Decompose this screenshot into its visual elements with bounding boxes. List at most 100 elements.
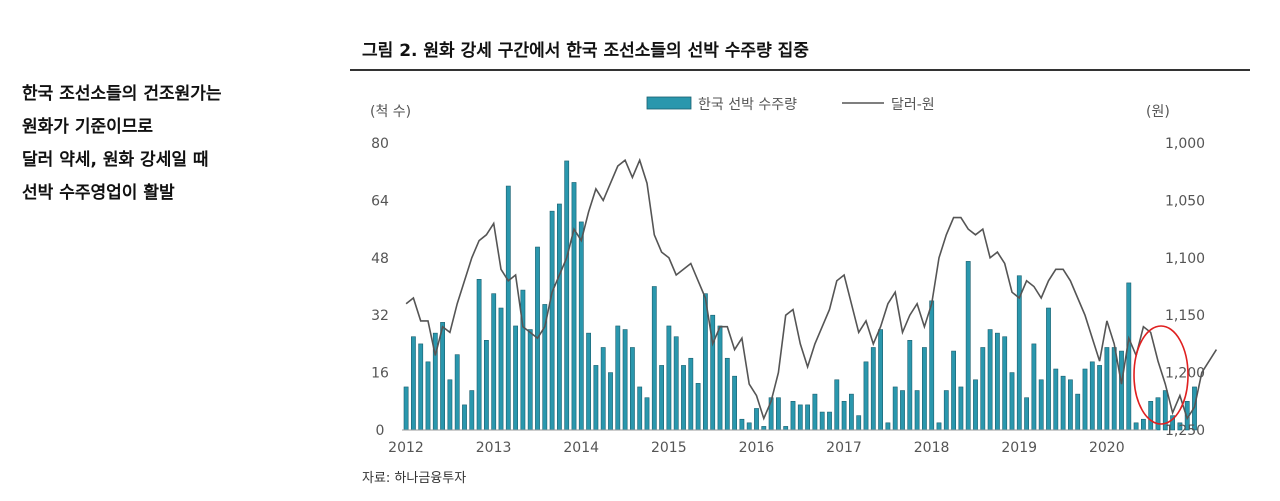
bar: [1162, 390, 1168, 431]
bar: [914, 390, 920, 431]
right-axis-unit: (원): [1146, 104, 1170, 120]
bar: [651, 286, 657, 431]
bar: [1002, 336, 1008, 431]
x-tick-label: 2018: [914, 440, 950, 456]
left-axis-ticks: 0 16 32 48 64 80: [371, 136, 389, 439]
bar: [1046, 307, 1051, 431]
bar: [586, 332, 591, 431]
bar: [440, 322, 445, 431]
bar: [724, 357, 730, 431]
bar: [629, 347, 635, 431]
bar: [695, 383, 701, 431]
legend: 한국 선박 수주량 달러-원: [646, 96, 935, 113]
bar: [1060, 375, 1066, 431]
bar: [418, 343, 424, 431]
bar: [681, 365, 686, 431]
bar: [1126, 282, 1132, 431]
bar: [943, 390, 949, 431]
right-tick-label: 1,250: [1165, 423, 1205, 439]
bar: [732, 375, 737, 431]
bar: [980, 347, 986, 431]
bar: [454, 354, 460, 431]
bar: [746, 422, 752, 431]
bar: [739, 418, 745, 431]
bar: [1082, 368, 1088, 431]
x-tick-label: 2013: [476, 440, 512, 456]
bar: [498, 307, 504, 431]
bar: [878, 329, 883, 431]
bar: [958, 386, 964, 431]
legend-bar-swatch: [646, 96, 692, 110]
bar: [622, 329, 628, 431]
bar: [965, 261, 971, 431]
bar: [1038, 379, 1044, 431]
bar: [425, 361, 431, 431]
bar: [921, 347, 927, 431]
bar: [841, 400, 847, 431]
left-tick-label: 32: [371, 308, 389, 324]
x-tick-label: 2012: [388, 440, 424, 456]
bar: [907, 340, 913, 431]
bar: [775, 397, 781, 431]
x-tick-label: 2019: [1001, 440, 1037, 456]
left-tick-label: 80: [371, 136, 389, 152]
bar: [1053, 368, 1059, 431]
bar: [1133, 422, 1139, 431]
bar: [994, 332, 1000, 431]
bar: [1141, 418, 1146, 431]
bar: [666, 325, 672, 431]
highlight-circle: [1133, 325, 1189, 425]
bar: [797, 404, 803, 431]
bar: [973, 379, 978, 431]
x-tick-label: 2014: [563, 440, 599, 456]
figure-title: 그림 2. 원화 강세 구간에서 한국 조선소들의 선박 수주량 집중: [362, 41, 809, 61]
bar: [403, 386, 409, 431]
x-tick-label: 2020: [1089, 440, 1125, 456]
right-axis-ticks: 1,250 1,200 1,150 1,100 1,050 1,000: [1165, 136, 1205, 439]
bar: [702, 293, 708, 431]
bar: [673, 336, 679, 431]
bar: [819, 411, 825, 431]
bar: [761, 426, 767, 431]
bar: [608, 372, 613, 431]
sidebar-line: 한국 조선소들의 건조원가는: [22, 84, 222, 104]
bar: [936, 422, 942, 431]
bar: [505, 185, 511, 431]
right-tick-label: 1,050: [1165, 193, 1205, 209]
bar: [856, 415, 862, 431]
bar: [1104, 347, 1110, 431]
left-tick-label: 64: [371, 193, 389, 209]
bar: [1089, 361, 1095, 431]
sidebar-summary: 한국 조선소들의 건조원가는 원화가 기준이므로 달러 약세, 원화 강세일 때…: [22, 78, 322, 210]
right-tick-label: 1,100: [1165, 251, 1205, 267]
bar: [1075, 393, 1081, 431]
left-tick-label: 48: [371, 251, 389, 267]
bar: [571, 182, 577, 431]
bar: [483, 340, 489, 431]
bar: [1155, 397, 1161, 431]
bar: [812, 393, 818, 431]
bar: [578, 221, 584, 431]
bar: [556, 203, 562, 431]
bar: [615, 325, 621, 431]
bar: [863, 361, 869, 431]
bar: [717, 325, 723, 431]
legend-line-label: 달러-원: [891, 97, 935, 113]
bar: [688, 357, 694, 431]
bar: [644, 397, 650, 431]
bar: [754, 408, 759, 431]
bar: [1148, 400, 1154, 431]
x-tick-label: 2015: [651, 440, 687, 456]
x-axis-ticks: 2012 2013 2014 2015 2016 2017 2018 2019 2020: [388, 440, 1124, 456]
bar: [527, 329, 533, 431]
bar: [870, 347, 876, 431]
bar: [805, 404, 810, 431]
figure-source: 자료: 하나금융투자: [362, 471, 467, 486]
bar: [1009, 372, 1015, 431]
bar: [1024, 397, 1029, 431]
bar: [929, 300, 935, 431]
bar: [1119, 350, 1124, 431]
bar: [410, 336, 416, 431]
bar: [564, 160, 570, 431]
